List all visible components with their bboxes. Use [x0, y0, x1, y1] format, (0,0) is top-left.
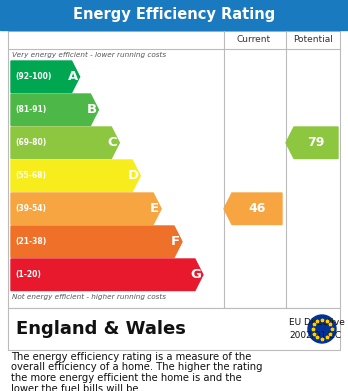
Text: (81-91): (81-91): [15, 105, 46, 114]
Polygon shape: [11, 61, 80, 93]
Text: (21-38): (21-38): [15, 237, 46, 246]
Text: Not energy efficient - higher running costs: Not energy efficient - higher running co…: [12, 294, 166, 300]
Polygon shape: [286, 127, 338, 158]
Text: Energy Efficiency Rating: Energy Efficiency Rating: [73, 7, 275, 23]
Text: 79: 79: [307, 136, 325, 149]
Text: 46: 46: [248, 202, 266, 215]
Polygon shape: [11, 127, 119, 158]
Bar: [0, 0, 348, 30]
Text: 2002/91/EC: 2002/91/EC: [289, 330, 341, 339]
Circle shape: [308, 315, 336, 343]
Text: overall efficiency of a home. The higher the rating: overall efficiency of a home. The higher…: [11, 362, 262, 373]
Text: D: D: [128, 169, 139, 182]
Text: the more energy efficient the home is and the: the more energy efficient the home is an…: [11, 373, 242, 383]
Bar: [8, 31, 340, 308]
Polygon shape: [11, 160, 140, 192]
Polygon shape: [224, 193, 282, 224]
Text: (92-100): (92-100): [15, 72, 52, 81]
Polygon shape: [11, 226, 182, 258]
Text: (39-54): (39-54): [15, 204, 46, 213]
Text: C: C: [108, 136, 117, 149]
Text: Very energy efficient - lower running costs: Very energy efficient - lower running co…: [12, 52, 166, 58]
Text: Potential: Potential: [293, 36, 333, 45]
Text: F: F: [171, 235, 180, 248]
Text: (1-20): (1-20): [15, 270, 41, 279]
Text: G: G: [190, 268, 201, 281]
Text: Current: Current: [237, 36, 271, 45]
Text: E: E: [150, 202, 159, 215]
Text: B: B: [86, 103, 96, 116]
Text: (55-68): (55-68): [15, 171, 46, 180]
Text: The energy efficiency rating is a measure of the: The energy efficiency rating is a measur…: [11, 352, 251, 362]
Polygon shape: [11, 94, 98, 126]
Text: England & Wales: England & Wales: [16, 320, 186, 338]
Polygon shape: [11, 193, 161, 224]
Polygon shape: [11, 259, 203, 291]
Text: A: A: [68, 70, 78, 83]
Text: EU Directive: EU Directive: [289, 318, 345, 327]
Text: lower the fuel bills will be.: lower the fuel bills will be.: [11, 384, 142, 391]
Bar: [8, 308, 340, 350]
Text: (69-80): (69-80): [15, 138, 46, 147]
